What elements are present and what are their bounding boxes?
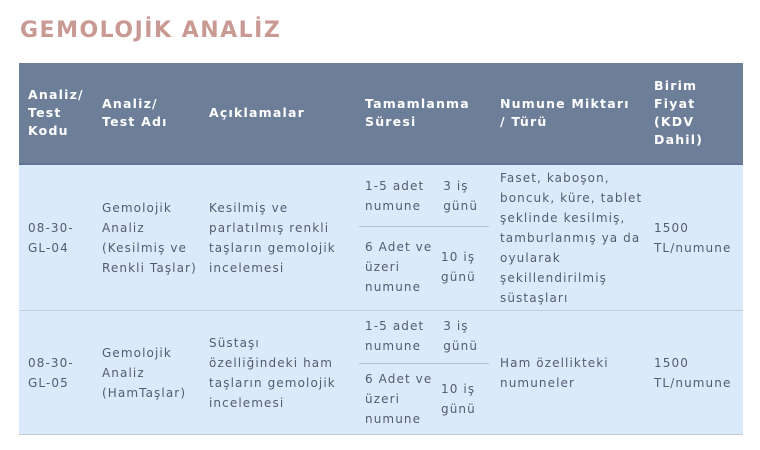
table-row: 08-30-GL-05 Gemolojik Analiz (HamTaşlar)… bbox=[19, 311, 743, 435]
header-desc: Açıklamalar bbox=[209, 105, 305, 120]
duration-tier-2: 6 Adet ve üzeri numune 10 iş günü bbox=[359, 235, 489, 299]
cell-price: 1500 TL/numune bbox=[654, 355, 732, 390]
cell-name: Gemolojik Analiz (HamTaşlar) bbox=[102, 345, 187, 400]
cell-price: 1500 TL/numune bbox=[654, 220, 732, 255]
duration-tier-1: 1-5 adet numune 3 iş günü bbox=[359, 175, 489, 217]
duration-divider bbox=[359, 363, 489, 364]
cell-code: 08-30-GL-05 bbox=[28, 355, 74, 390]
duration-divider bbox=[359, 226, 489, 227]
cell-desc: Kesilmiş ve parlatılmış renkli taşların … bbox=[209, 200, 336, 275]
tier-days: 10 iş günü bbox=[441, 382, 476, 416]
header-sample: Numune Miktarı / Türü bbox=[500, 96, 630, 129]
header-duration: Tamamlanma Süresi bbox=[365, 96, 470, 129]
page-title: GEMOLOJİK ANALİZ bbox=[20, 18, 282, 43]
cell-sample: Faset, kaboşon, boncuk, küre, tablet şek… bbox=[500, 170, 643, 305]
table-header: Analiz/ Test Kodu Analiz/ Test Adı Açıkl… bbox=[19, 63, 743, 165]
duration-tier-1: 1-5 adet numune 3 iş günü bbox=[359, 315, 489, 357]
tier-qty: 1-5 adet numune bbox=[365, 319, 425, 353]
table-row: 08-30-GL-04 Gemolojik Analiz (Kesilmiş v… bbox=[19, 165, 743, 311]
tier-qty: 6 Adet ve üzeri numune bbox=[365, 372, 433, 426]
tier-days: 10 iş günü bbox=[441, 250, 476, 284]
cell-desc: Süstaşı özelliğindeki ham taşların gemol… bbox=[209, 335, 336, 410]
header-price: Birim Fiyat (KDV Dahil) bbox=[654, 78, 704, 147]
header-name: Analiz/ Test Adı bbox=[102, 96, 168, 129]
duration-tier-2: 6 Adet ve üzeri numune 10 iş günü bbox=[359, 367, 489, 431]
cell-code: 08-30-GL-04 bbox=[28, 220, 74, 255]
cell-name: Gemolojik Analiz (Kesilmiş ve Renkli Taş… bbox=[102, 200, 197, 275]
header-code: Analiz/ Test Kodu bbox=[28, 87, 84, 138]
tier-qty: 1-5 adet numune bbox=[365, 179, 425, 213]
pricing-table: Analiz/ Test Kodu Analiz/ Test Adı Açıkl… bbox=[19, 63, 743, 435]
cell-sample: Ham özellikteki numuneler bbox=[500, 355, 609, 390]
tier-days: 3 iş günü bbox=[443, 179, 479, 213]
tier-qty: 6 Adet ve üzeri numune bbox=[365, 240, 433, 294]
tier-days: 3 iş günü bbox=[443, 319, 479, 353]
